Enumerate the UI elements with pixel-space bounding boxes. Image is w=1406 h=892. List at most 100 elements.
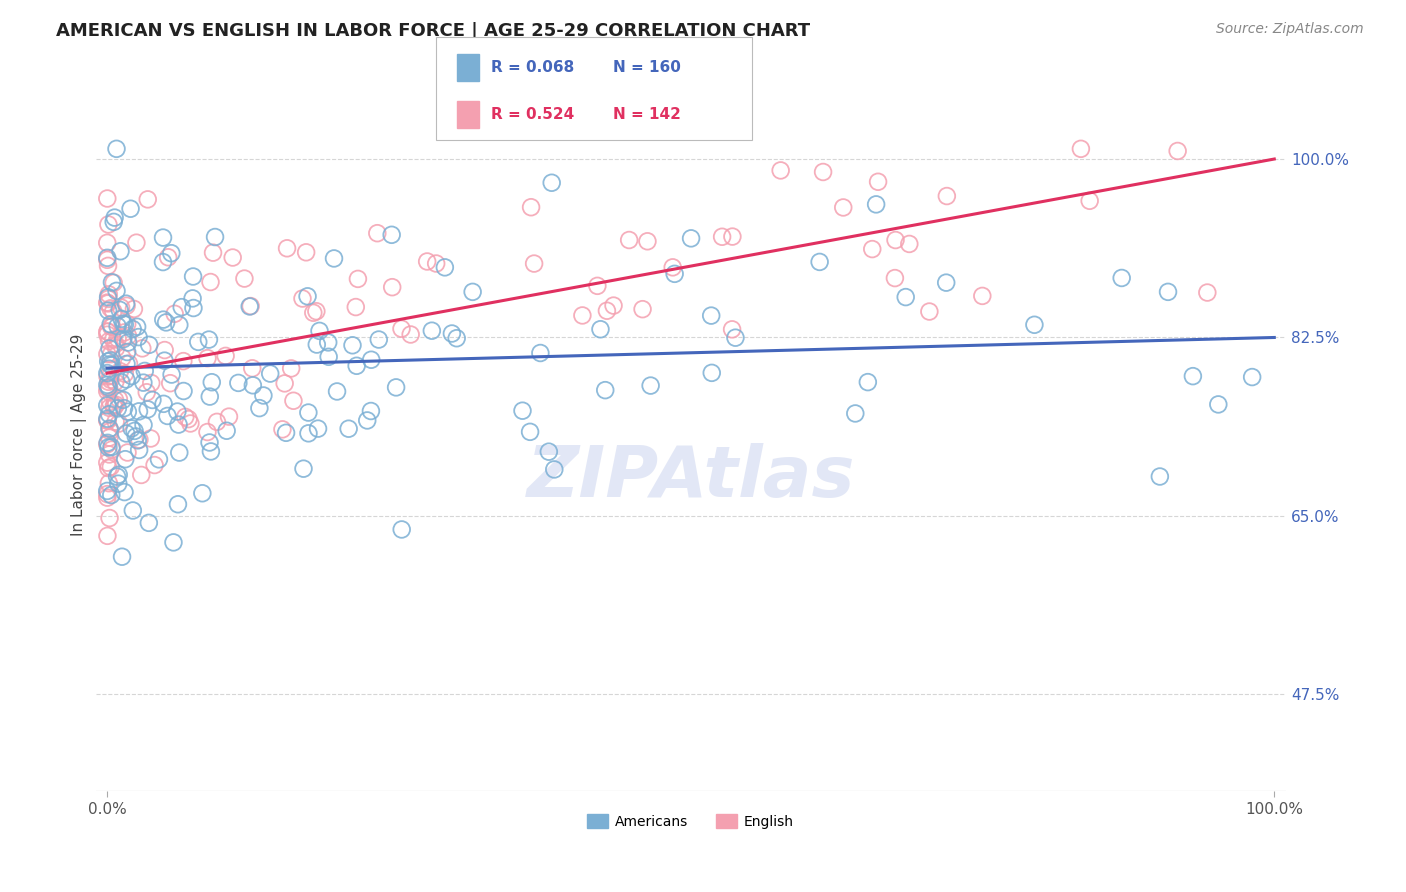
Point (242, 378, 264, 392)
Point (107, 319, 129, 334)
Point (115, 426, 138, 441)
Point (114, 318, 136, 332)
Point (148, 452, 170, 467)
Point (297, 426, 319, 441)
Point (640, 378, 662, 392)
Point (124, 424, 146, 438)
Point (97, 354, 120, 368)
Point (98, 431, 121, 445)
Point (107, 476, 129, 491)
Point (104, 337, 127, 351)
Point (617, 233, 640, 247)
Point (98, 511, 121, 525)
Point (138, 338, 160, 352)
Point (112, 317, 135, 331)
Point (100, 488, 122, 502)
Point (160, 368, 183, 382)
Point (972, 289, 994, 303)
Point (101, 442, 124, 457)
Point (367, 333, 389, 347)
Point (593, 383, 616, 397)
Point (115, 317, 138, 331)
Point (832, 201, 855, 215)
Point (108, 302, 131, 317)
Point (308, 324, 330, 338)
Point (132, 417, 155, 432)
Point (143, 458, 166, 472)
Point (571, 309, 593, 323)
Point (96, 192, 118, 206)
Point (136, 193, 159, 207)
Point (323, 252, 346, 266)
Point (104, 392, 127, 407)
Point (166, 404, 188, 418)
Point (98, 361, 121, 376)
Point (305, 337, 328, 351)
Point (700, 309, 723, 323)
Point (391, 322, 413, 336)
Point (115, 345, 138, 359)
Point (169, 318, 191, 332)
Point (700, 366, 723, 380)
Point (97, 287, 120, 301)
Point (110, 311, 132, 326)
Point (520, 200, 543, 214)
Text: Source: ZipAtlas.com: Source: ZipAtlas.com (1216, 22, 1364, 37)
Point (222, 251, 245, 265)
Point (239, 299, 262, 313)
Point (420, 324, 443, 338)
Point (97, 435, 120, 450)
Point (100, 440, 122, 454)
Point (97, 296, 120, 310)
Point (104, 415, 127, 429)
Point (297, 289, 319, 303)
Point (112, 392, 135, 407)
Text: R = 0.524: R = 0.524 (491, 107, 574, 121)
Point (98, 357, 121, 371)
Point (204, 230, 226, 244)
Point (152, 312, 174, 326)
Text: R = 0.068: R = 0.068 (491, 60, 574, 75)
Point (98, 342, 121, 356)
Point (307, 422, 329, 436)
Point (98, 422, 121, 436)
Point (346, 359, 368, 373)
Point (181, 292, 204, 306)
Point (125, 235, 148, 250)
Point (342, 338, 364, 352)
Point (1070, 142, 1092, 156)
Point (173, 384, 195, 398)
Point (1111, 271, 1133, 285)
Point (681, 231, 703, 245)
Point (169, 445, 191, 459)
Point (181, 269, 204, 284)
Point (935, 276, 957, 290)
Point (112, 330, 135, 344)
Point (197, 351, 219, 366)
Point (115, 357, 138, 371)
Point (191, 486, 214, 500)
Point (108, 392, 131, 406)
Point (156, 409, 179, 423)
Point (174, 409, 197, 424)
Point (135, 385, 157, 400)
Text: N = 142: N = 142 (613, 107, 681, 121)
Point (152, 255, 174, 269)
Point (98, 395, 121, 409)
Point (108, 364, 131, 378)
Point (96, 252, 118, 267)
Point (98, 422, 121, 436)
Point (844, 407, 866, 421)
Point (97, 303, 120, 318)
Point (117, 445, 139, 459)
Point (110, 244, 132, 259)
Point (100, 358, 122, 372)
Point (115, 296, 138, 310)
Point (97, 290, 120, 304)
Point (136, 402, 159, 417)
Point (103, 401, 125, 415)
Point (425, 256, 447, 270)
Point (152, 397, 174, 411)
Y-axis label: In Labor Force | Age 25-29: In Labor Force | Age 25-29 (72, 334, 87, 535)
Point (159, 376, 181, 391)
